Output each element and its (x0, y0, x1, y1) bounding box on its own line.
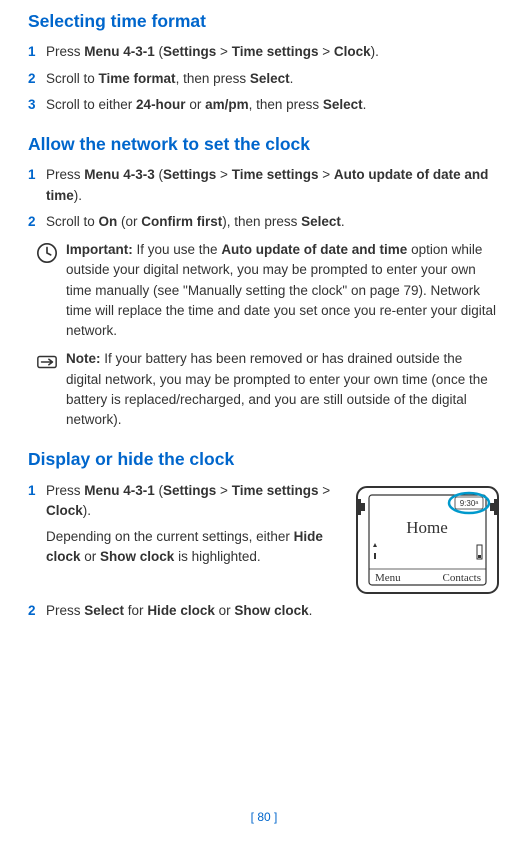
step-row: 2 Scroll to On (or Confirm first), then … (28, 212, 500, 232)
step-number: 2 (28, 69, 46, 89)
heading-display-hide: Display or hide the clock (28, 446, 500, 472)
note-block: Note: If your battery has been removed o… (36, 349, 500, 430)
step-number: 2 (28, 601, 46, 621)
important-icon (36, 242, 58, 264)
phone-softkey-left: Menu (375, 572, 401, 584)
step-text: Press Select for Hide clock or Show cloc… (46, 601, 500, 621)
heading-network-clock: Allow the network to set the clock (28, 131, 500, 157)
heading-time-format: Selecting time format (28, 8, 500, 34)
step-text: Press Menu 4-3-1 (Settings > Time settin… (46, 481, 343, 522)
phone-time: 9:30ᵃ (460, 499, 480, 508)
step-number: 3 (28, 95, 46, 115)
step-number: 2 (28, 212, 46, 232)
step-text: Press Menu 4-3-1 (Settings > Time settin… (46, 42, 500, 62)
step-text: Scroll to Time format, then press Select… (46, 69, 500, 89)
phone-home-label: Home (406, 518, 448, 537)
important-text: Important: If you use the Auto update of… (66, 240, 500, 341)
step-row: 2 Scroll to Time format, then press Sele… (28, 69, 500, 89)
display-text-column: 1 Press Menu 4-3-1 (Settings > Time sett… (28, 481, 343, 568)
phone-softkey-right: Contacts (443, 572, 482, 584)
page-footer: [ 80 ] (0, 808, 528, 826)
step-number: 1 (28, 165, 46, 185)
step-text: Scroll to either 24-hour or am/pm, then … (46, 95, 500, 115)
step-row: 3 Scroll to either 24-hour or am/pm, the… (28, 95, 500, 115)
sub-paragraph: Depending on the current settings, eithe… (46, 527, 343, 568)
step-number: 1 (28, 481, 46, 501)
section-time-format: Selecting time format 1 Press Menu 4-3-1… (28, 8, 500, 115)
important-block: Important: If you use the Auto update of… (36, 240, 500, 341)
step-number: 1 (28, 42, 46, 62)
display-section-row: 1 Press Menu 4-3-1 (Settings > Time sett… (28, 481, 500, 595)
note-icon (36, 351, 58, 373)
step-row: 1 Press Menu 4-3-1 (Settings > Time sett… (28, 42, 500, 62)
note-text: Note: If your battery has been removed o… (66, 349, 500, 430)
step-text: Scroll to On (or Confirm first), then pr… (46, 212, 500, 232)
step-row: 2 Press Select for Hide clock or Show cl… (28, 601, 500, 621)
step-row: 1 Press Menu 4-3-1 (Settings > Time sett… (28, 481, 343, 522)
section-display-hide: Display or hide the clock 1 Press Menu 4… (28, 446, 500, 621)
step-row: 1 Press Menu 4-3-3 (Settings > Time sett… (28, 165, 500, 206)
phone-screen-illustration: 9:30ᵃ Home Menu Contacts (355, 485, 500, 595)
step-text: Press Menu 4-3-3 (Settings > Time settin… (46, 165, 500, 206)
section-network-clock: Allow the network to set the clock 1 Pre… (28, 131, 500, 430)
